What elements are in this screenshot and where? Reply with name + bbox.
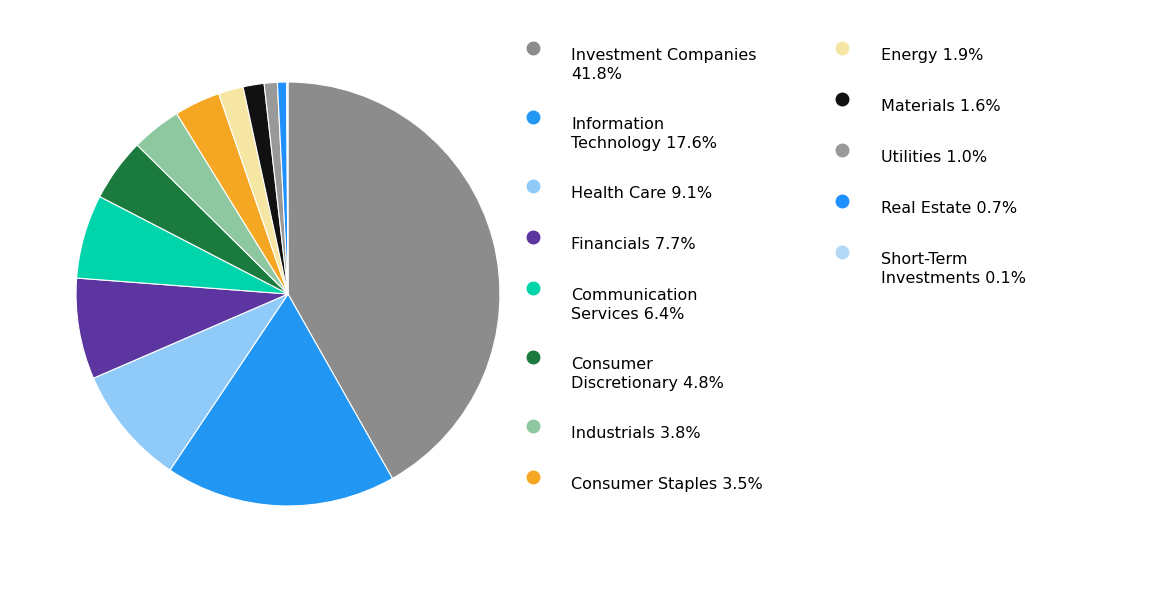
Text: Utilities 1.0%: Utilities 1.0% [881,150,987,165]
Wedge shape [76,278,288,378]
Wedge shape [100,145,288,294]
Wedge shape [170,294,393,506]
Text: Communication
Services 6.4%: Communication Services 6.4% [571,288,698,322]
Text: Investment Companies
41.8%: Investment Companies 41.8% [571,48,757,82]
Text: Consumer
Discretionary 4.8%: Consumer Discretionary 4.8% [571,357,725,391]
Wedge shape [287,82,288,294]
Wedge shape [77,197,288,294]
Wedge shape [137,113,288,294]
Wedge shape [264,82,288,294]
Text: Industrials 3.8%: Industrials 3.8% [571,426,702,441]
Text: Financials 7.7%: Financials 7.7% [571,237,696,252]
Wedge shape [219,87,288,294]
Text: Energy 1.9%: Energy 1.9% [881,48,984,63]
Wedge shape [278,82,288,294]
Text: Real Estate 0.7%: Real Estate 0.7% [881,201,1017,216]
Text: Materials 1.6%: Materials 1.6% [881,99,1001,114]
Wedge shape [288,82,500,478]
Text: Short-Term
Investments 0.1%: Short-Term Investments 0.1% [881,252,1026,286]
Text: Consumer Staples 3.5%: Consumer Staples 3.5% [571,477,763,492]
Wedge shape [176,94,288,294]
Wedge shape [93,294,288,470]
Wedge shape [243,83,288,294]
Text: Information
Technology 17.6%: Information Technology 17.6% [571,117,718,151]
Text: Health Care 9.1%: Health Care 9.1% [571,186,713,201]
